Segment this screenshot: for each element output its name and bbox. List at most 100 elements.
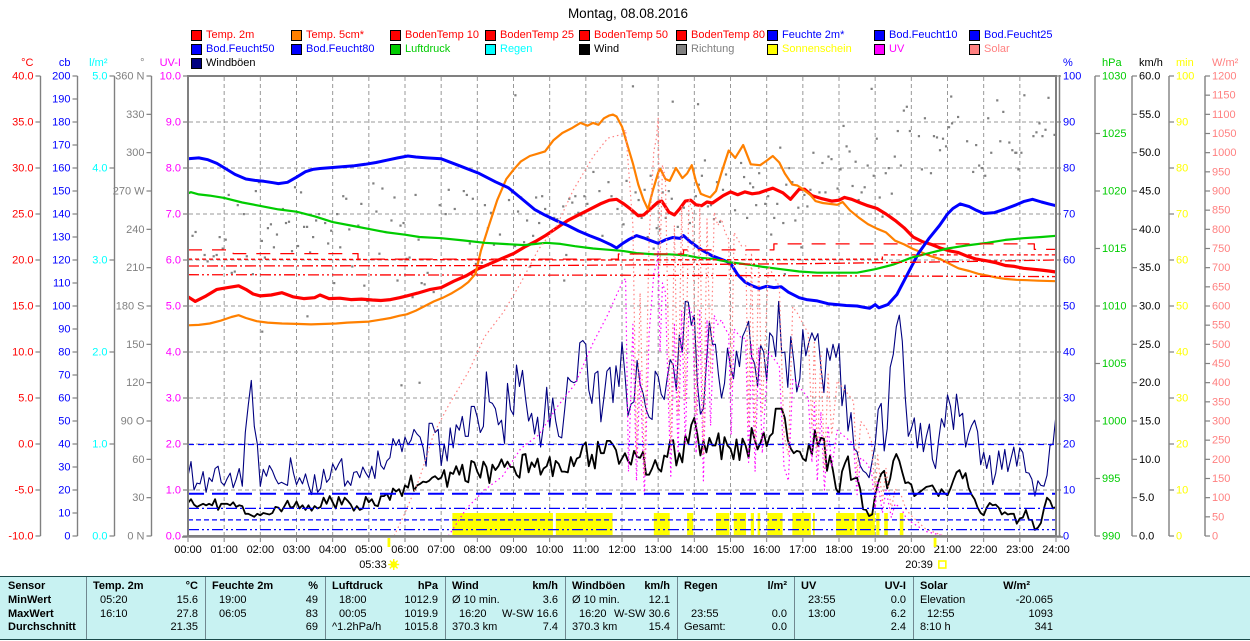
- axis-label: 40.0: [12, 71, 33, 83]
- axis-label: 100: [52, 301, 70, 313]
- table-cell-min-label: 23:55: [808, 594, 836, 606]
- direction-dot: [465, 193, 468, 197]
- direction-dot: [733, 209, 737, 212]
- direction-dot: [652, 247, 655, 250]
- axis-label: 1020: [1102, 186, 1126, 198]
- axis-label: 120: [126, 377, 144, 389]
- direction-dot: [357, 224, 360, 227]
- table-cell-min-label: 19:00: [219, 594, 247, 606]
- legend-label: Windböen: [206, 57, 256, 69]
- axis-title-: °: [140, 57, 144, 69]
- axis-label: 30: [58, 462, 70, 474]
- table-cell-avg-value: 7.4: [542, 621, 558, 633]
- direction-dot: [290, 250, 294, 253]
- direction-dot: [830, 158, 833, 161]
- direction-dot: [794, 219, 797, 222]
- legend-swatch-richtung: [676, 44, 687, 55]
- axis-label: 40: [58, 439, 70, 451]
- axis-label: 300: [126, 147, 144, 159]
- axis-label: 1200: [1212, 71, 1236, 83]
- direction-dot: [785, 183, 788, 186]
- sunshine-block: [812, 513, 815, 535]
- axis-label: 10.0: [1139, 454, 1160, 466]
- axis-label: 360 N: [115, 71, 144, 83]
- direction-dot: [1047, 96, 1050, 99]
- direction-dot: [688, 221, 691, 225]
- direction-dot: [275, 233, 279, 236]
- legend-swatch-uv: [874, 44, 885, 55]
- direction-dot: [541, 195, 544, 198]
- axis-label: 60: [132, 454, 144, 466]
- axis-label: 700: [1212, 262, 1230, 274]
- axis-label: 80: [1176, 163, 1188, 175]
- axis-label: 0: [1063, 531, 1069, 543]
- direction-dot: [513, 244, 517, 248]
- direction-dot: [947, 126, 951, 129]
- table-cell-avg-label: Gesamt:: [684, 621, 726, 633]
- axis-title-c: °C: [21, 57, 33, 69]
- axis-label: 4.0: [166, 347, 181, 359]
- axis-label: 30: [1176, 393, 1188, 405]
- table-cell-max-value: 83: [305, 607, 318, 620]
- table-separator: [205, 577, 206, 639]
- table-cell-max-value: 0.0: [771, 607, 787, 620]
- table-separator: [913, 577, 914, 639]
- axis-min: 0 10 20 30 40 50 60 70 80 90 100 min: [1168, 57, 1194, 543]
- direction-dot: [724, 173, 728, 176]
- weather-chart[interactable]: 00:00 01:00 02:00 03:00 04:00 05:00 06:00 07:00…: [0, 0, 1250, 576]
- direction-dot: [893, 155, 896, 158]
- legend-label: Bod.Feucht80: [306, 43, 375, 55]
- x-tick-label: 24:00: [1042, 544, 1070, 556]
- axis-label: 20.0: [1139, 377, 1160, 389]
- sunshine-block: [856, 513, 875, 535]
- direction-dot: [414, 193, 417, 197]
- table-col-name: Temp. 2m: [93, 580, 144, 592]
- direction-dot: [302, 225, 306, 228]
- direction-dot: [646, 236, 649, 239]
- axis-label: 1100: [1212, 109, 1236, 121]
- direction-dot: [254, 190, 257, 193]
- direction-dot: [797, 206, 800, 209]
- axis-label: 110: [53, 278, 71, 290]
- direction-dot: [432, 290, 435, 294]
- legend-swatch-solar: [969, 44, 980, 55]
- axis-label: 60.0: [1139, 71, 1160, 83]
- axis-title-w-m: W/m²: [1212, 57, 1239, 69]
- sunshine-block: [767, 513, 783, 535]
- x-tick-label: 21:00: [934, 544, 962, 556]
- table-cell-max-label: 16:20: [459, 607, 487, 620]
- series-feuchte-2m: [187, 154, 1057, 310]
- axis-label: 330: [126, 109, 144, 121]
- table-col-unit: km/h: [644, 580, 670, 592]
- legend-swatch-bod-feucht25: [969, 30, 980, 41]
- direction-dot: [393, 196, 396, 199]
- axis-label: 20: [1176, 439, 1188, 451]
- direction-dot: [950, 95, 953, 98]
- direction-dot: [507, 198, 511, 202]
- direction-dot: [616, 207, 619, 211]
- axis-label: 10.0: [160, 71, 181, 83]
- direction-dot: [845, 145, 848, 148]
- table-cell-max-label: 16:20: [579, 607, 607, 620]
- x-tick-label: 04:00: [319, 544, 347, 556]
- axis-label: 0: [64, 531, 70, 543]
- direction-dot: [333, 282, 336, 285]
- legend-swatch-bodentemp-50: [579, 30, 590, 41]
- axis-uv-i: 0.0 1.0 2.0 3.0 4.0 5.0 6.0 7.0 8.0 9.0 10.0 UV-I: [160, 57, 188, 543]
- direction-dot: [742, 175, 746, 179]
- axis-label: 30.0: [12, 163, 33, 175]
- direction-dot: [269, 223, 273, 226]
- sunshine-block: [836, 513, 855, 535]
- axis-label: 600: [1212, 301, 1230, 313]
- direction-dot: [423, 283, 426, 286]
- direction-dot: [890, 192, 893, 195]
- table-cell-max-value: W-SW 30.6: [613, 607, 670, 620]
- direction-dot: [345, 197, 348, 200]
- sunset-icon: [938, 560, 947, 569]
- direction-dot: [899, 164, 902, 167]
- axis-label: 10: [1063, 485, 1075, 497]
- series-sonnenschein: [452, 513, 904, 535]
- table-col-name: UV: [801, 580, 817, 592]
- direction-dot: [1017, 168, 1020, 171]
- direction-dot: [923, 117, 927, 120]
